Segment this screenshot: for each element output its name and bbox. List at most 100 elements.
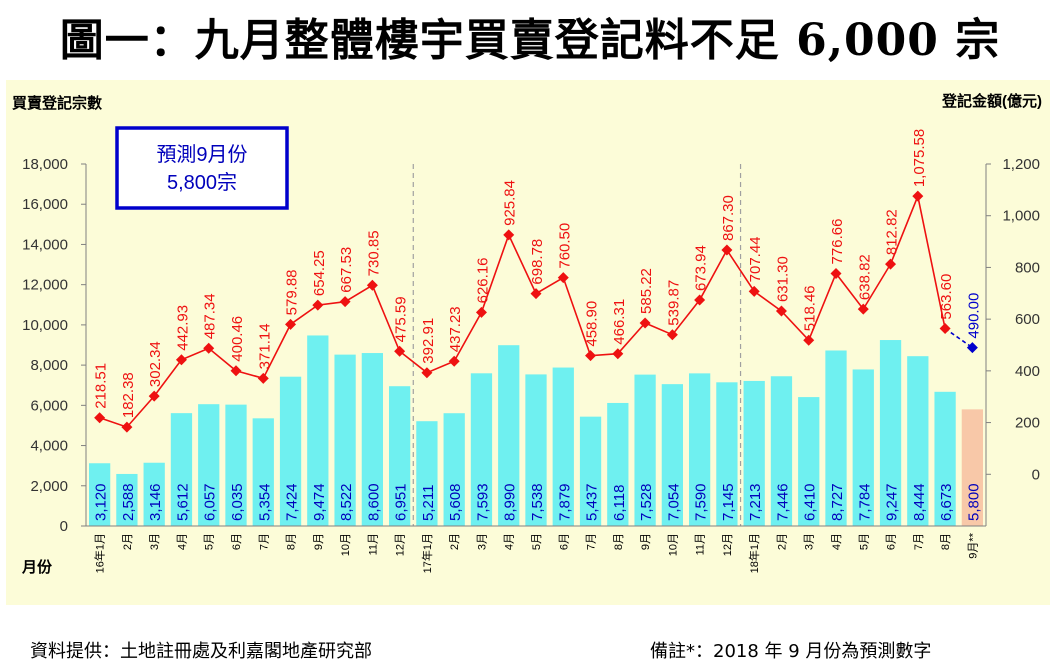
value-label: 518.46 (802, 285, 819, 331)
bar-value-label: 8,600 (365, 483, 382, 521)
value-label: 776.66 (829, 219, 846, 265)
bar (879, 340, 902, 526)
value-marker (830, 267, 842, 279)
right-tick-label: 600 (1015, 311, 1040, 328)
forecast-box: 預測9月份 5,800宗 (115, 126, 289, 210)
bar (689, 373, 711, 526)
value-label: 626.16 (474, 257, 491, 303)
footer-source: 資料提供：土地註冊處及利嘉閣地產研究部 (30, 641, 372, 662)
bar-value-label: 7,879 (556, 483, 573, 521)
left-tick-label: 2,000 (30, 478, 68, 495)
bar-value-label: 7,213 (747, 483, 764, 521)
x-tick-label: 5月 (858, 533, 870, 550)
x-tick-label: 5月 (531, 533, 543, 550)
bar (770, 376, 793, 526)
bar-value-label: 8,444 (911, 483, 928, 521)
x-tick-label: 16年1月 (93, 533, 107, 573)
value-marker (448, 355, 460, 367)
value-label: 638.82 (856, 254, 873, 300)
x-tick-label: 18年1月 (747, 533, 761, 573)
chart-title: 圖一：九月整體樓宇買賣登記料不足 6,000 宗 (59, 15, 1001, 66)
bar-value-label: 6,035 (229, 483, 246, 521)
bar-value-label: 8,727 (829, 483, 846, 521)
bar-value-label: 7,145 (720, 483, 737, 521)
value-marker (639, 317, 651, 329)
value-marker (175, 354, 187, 366)
value-marker (203, 342, 215, 354)
bar-value-label: 6,410 (802, 483, 819, 521)
value-marker (257, 372, 269, 384)
value-marker (666, 329, 678, 341)
value-marker (312, 299, 324, 311)
x-tick-label: 12月 (722, 533, 734, 556)
bar (279, 376, 302, 526)
forecast-box-frame (115, 126, 289, 210)
value-label: 458.90 (584, 301, 601, 347)
bar (498, 345, 520, 526)
right-tick-label: 1,000 (1002, 208, 1040, 225)
value-label: 760.50 (556, 223, 573, 269)
value-label: 585.22 (638, 268, 655, 314)
bar (334, 354, 356, 526)
value-label: 667.53 (338, 247, 355, 293)
bar-value-label: 5,354 (256, 483, 273, 521)
value-label: 442.93 (174, 305, 191, 351)
value-marker (912, 190, 924, 202)
x-tick-label: 9月** (967, 532, 979, 558)
value-label: 392.91 (420, 318, 437, 364)
x-tick-label: 9月 (313, 533, 325, 550)
value-marker (939, 323, 951, 335)
x-tick-label: 4月 (831, 533, 843, 550)
forecast-box-line1: 預測9月份 (156, 143, 247, 166)
value-marker (421, 367, 433, 379)
bar (825, 350, 847, 526)
right-tick-label: 1,200 (1002, 156, 1040, 173)
value-marker (857, 303, 869, 315)
value-marker (148, 390, 160, 402)
value-label: 437.23 (447, 306, 464, 352)
bar (470, 373, 493, 526)
x-tick-label: 11月 (695, 533, 707, 555)
x-tick-label: 3月 (149, 533, 161, 550)
value-label: 730.85 (365, 230, 382, 276)
left-tick-label: 4,000 (30, 438, 68, 455)
x-tick-label: 2月 (122, 533, 134, 550)
left-tick-label: 12,000 (22, 277, 68, 294)
left-tick-label: 0 (60, 518, 68, 535)
x-tick-label: 5月 (204, 533, 216, 550)
bar-value-label: 7,446 (774, 483, 791, 521)
bar (934, 391, 956, 526)
forecast-marker (966, 342, 978, 354)
bar-value-label: 8,990 (502, 483, 519, 521)
x-tick-label: 2月 (449, 533, 461, 550)
value-label: 466.31 (611, 299, 628, 345)
x-tick-label: 6月 (558, 533, 570, 550)
value-label: 182.38 (120, 372, 137, 418)
value-marker (121, 421, 133, 433)
bar-value-label: 5,437 (584, 483, 601, 521)
forecast-value-label: 490.00 (965, 293, 982, 339)
x-tick-label: 7月 (258, 533, 270, 550)
bar (743, 380, 765, 526)
bar-value-label: 7,424 (284, 483, 301, 521)
bar (552, 367, 574, 526)
bar-value-label: 7,590 (693, 483, 710, 521)
x-tick-label: 6月 (231, 533, 243, 550)
value-label: 400.46 (229, 316, 246, 362)
x-tick-label: 4月 (504, 533, 516, 550)
bar-forecast (961, 409, 983, 526)
value-line (99, 193, 946, 429)
bar-value-label: 9,474 (311, 483, 328, 521)
value-label: 475.59 (393, 296, 410, 342)
value-label: 673.94 (693, 245, 710, 291)
value-marker (557, 272, 569, 284)
value-label: 867.30 (720, 195, 737, 241)
left-tick-label: 18,000 (22, 156, 68, 173)
bar-value-label: 7,593 (474, 483, 491, 521)
left-tick-label: 10,000 (22, 317, 68, 334)
right-tick-label: 800 (1015, 259, 1040, 276)
x-tick-label: 17年1月 (420, 533, 434, 573)
value-marker (748, 285, 760, 297)
bar (716, 382, 738, 526)
